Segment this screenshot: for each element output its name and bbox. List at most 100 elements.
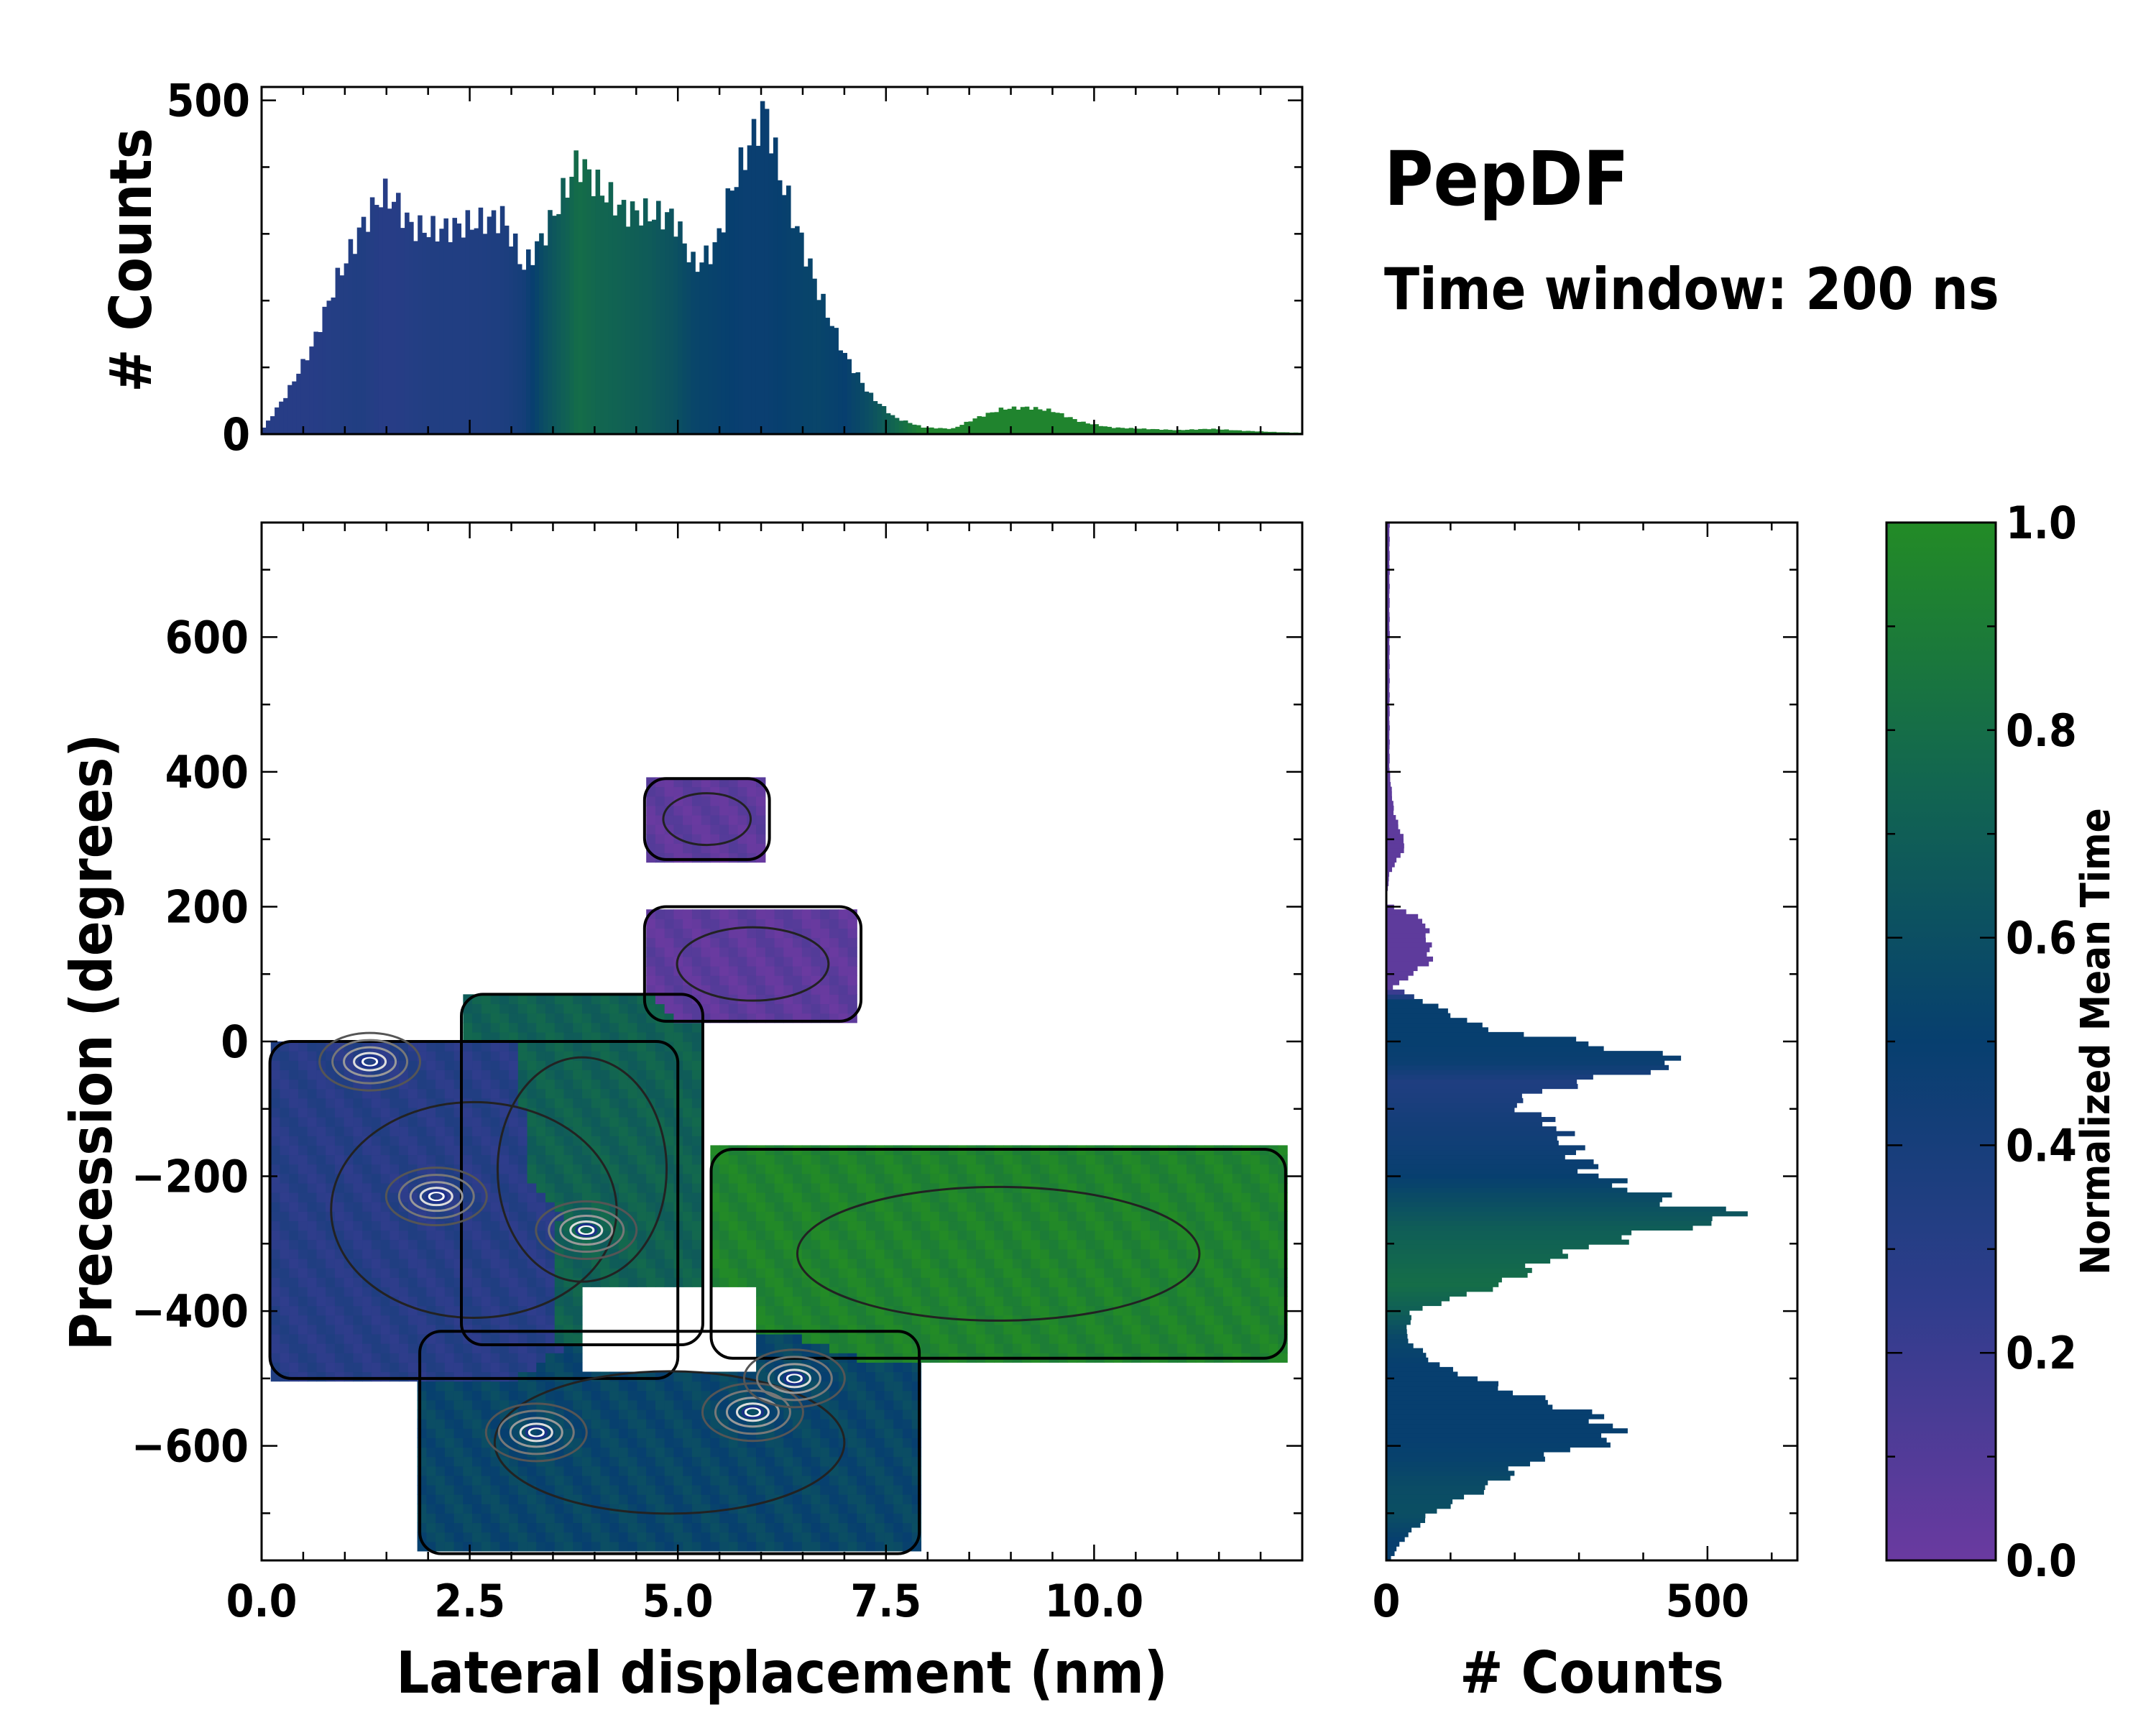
heatmap-cell [417, 1296, 427, 1307]
heatmap-cell [801, 1003, 812, 1014]
heatmap-cell [1113, 1173, 1123, 1184]
top-histogram-bar [665, 212, 670, 434]
heatmap-cell [1067, 1315, 1077, 1325]
heatmap-cell [683, 1447, 693, 1458]
heatmap-cell [436, 1399, 446, 1410]
ytick-label-minus-400: −400 [132, 1285, 249, 1338]
heatmap-cell [426, 1070, 436, 1080]
heatmap-cell [390, 1145, 400, 1156]
heatmap-cell [1259, 1248, 1270, 1259]
heatmap-cell [728, 1182, 739, 1193]
heatmap-cell [1104, 1343, 1114, 1353]
heatmap-cell [701, 1466, 711, 1476]
heatmap-cell [728, 909, 739, 919]
heatmap-cell [921, 1258, 931, 1269]
heatmap-cell [646, 1070, 656, 1080]
heatmap-cell [793, 1532, 803, 1542]
heatmap-cell [793, 1230, 803, 1241]
heatmap-cell [463, 1258, 473, 1269]
heatmap-cell [499, 1060, 510, 1070]
heatmap-cell [399, 1230, 409, 1241]
heatmap-cell [289, 1117, 299, 1127]
heatmap-cell [417, 1126, 427, 1136]
heatmap-cell [664, 909, 675, 919]
heatmap-cell [884, 1164, 894, 1174]
heatmap-cell [838, 1192, 849, 1202]
heatmap-cell [691, 947, 702, 957]
heatmap-cell [985, 1173, 995, 1184]
heatmap-cell [298, 1041, 308, 1052]
heatmap-cell [857, 1532, 867, 1542]
heatmap-cell [783, 1504, 793, 1514]
heatmap-cell [664, 1475, 675, 1486]
heatmap-cell [1259, 1239, 1270, 1250]
top-histogram-bar [630, 201, 635, 434]
heatmap-cell [270, 1041, 281, 1052]
heatmap-cell [893, 1494, 903, 1504]
heatmap-cell [801, 1154, 812, 1165]
heatmap-cell [1122, 1239, 1133, 1250]
heatmap-cell [298, 1070, 308, 1080]
heatmap-cell [765, 1182, 775, 1193]
heatmap-cell [774, 1003, 784, 1014]
heatmap-cell [1003, 1202, 1013, 1212]
heatmap-cell [655, 1003, 665, 1014]
heatmap-cell [472, 1051, 482, 1061]
heatmap-cell [1095, 1287, 1105, 1297]
heatmap-cell [728, 852, 739, 863]
heatmap-cell [527, 1230, 537, 1241]
heatmap-cell [1095, 1182, 1105, 1193]
heatmap-cell [756, 786, 766, 797]
heatmap-cell [527, 1182, 537, 1193]
heatmap-cell [1113, 1324, 1123, 1335]
heatmap-cell [728, 1173, 739, 1184]
heatmap-cell [728, 965, 739, 976]
top-histogram-bar [296, 373, 301, 434]
heatmap-cell [1095, 1211, 1105, 1222]
right-histogram-bar [1386, 1541, 1400, 1547]
heatmap-cell [517, 1315, 528, 1325]
heatmap-cell [1204, 1343, 1215, 1353]
heatmap-cell [710, 937, 720, 948]
heatmap-cell [1085, 1296, 1096, 1307]
heatmap-cell [307, 1117, 318, 1127]
heatmap-cell [270, 1230, 281, 1241]
heatmap-cell [600, 1070, 610, 1080]
heatmap-cell [1003, 1230, 1013, 1241]
heatmap-cell [444, 1305, 455, 1316]
heatmap-cell [270, 1098, 281, 1108]
heatmap-cell [1259, 1220, 1270, 1231]
heatmap-cell [380, 1136, 390, 1146]
heatmap-cell [838, 1287, 849, 1297]
heatmap-cell [838, 1239, 849, 1250]
ytick-label-200: 200 [165, 880, 249, 933]
heatmap-cell [646, 1117, 656, 1127]
heatmap-cell [444, 1513, 455, 1524]
heatmap-cell [1150, 1277, 1160, 1287]
heatmap-cell [371, 1173, 382, 1184]
ytick-label-600: 600 [165, 611, 249, 663]
heatmap-cell [407, 1051, 418, 1061]
heatmap-cell [307, 1220, 318, 1231]
heatmap-cell [344, 1202, 354, 1212]
region-boundary [418, 1330, 921, 1555]
heatmap-cell [875, 1248, 885, 1259]
heatmap-cell [1259, 1230, 1270, 1241]
heatmap-cell [298, 1117, 308, 1127]
heatmap-cell [1241, 1333, 1251, 1344]
heatmap-cell [536, 1287, 546, 1297]
heatmap-cell [270, 1192, 281, 1202]
heatmap-cell [1021, 1230, 1031, 1241]
heatmap-cell [1214, 1343, 1224, 1353]
heatmap-cell [472, 1296, 482, 1307]
heatmap-cell [756, 956, 766, 967]
heatmap-cell [737, 919, 747, 929]
top-histogram-bar [990, 412, 995, 434]
heatmap-cell [793, 1466, 803, 1476]
heatmap-cell [390, 1107, 400, 1118]
heatmap-cell [930, 1333, 940, 1344]
heatmap-cell [509, 994, 519, 1005]
heatmap-cell [1268, 1173, 1279, 1184]
heatmap-cell [527, 1098, 537, 1108]
heatmap-cell [463, 1239, 473, 1250]
